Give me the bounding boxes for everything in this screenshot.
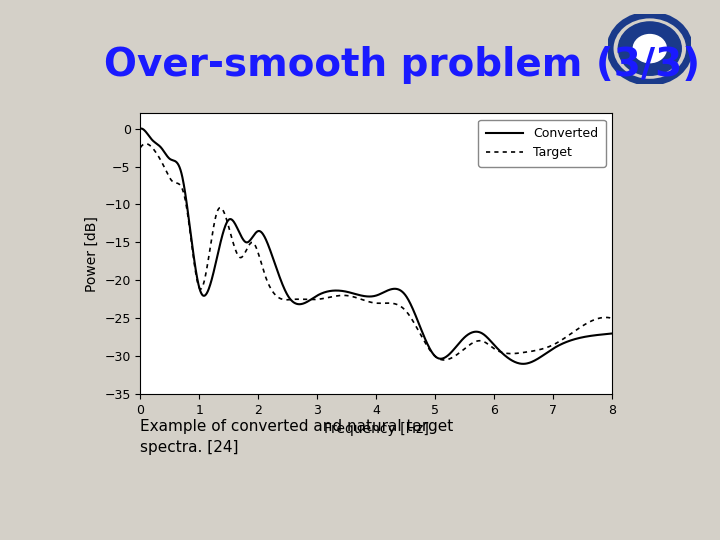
Target: [461, 345, 469, 352]
Converted: [513, 360, 521, 366]
Converted: [504, 355, 513, 362]
Text: spectra. [24]: spectra. [24]: [140, 440, 239, 455]
Converted: [328, 288, 336, 294]
Text: Example of converted and natural target: Example of converted and natural target: [140, 418, 454, 434]
Text: Over-smooth problem (3/3): Over-smooth problem (3/3): [104, 46, 701, 84]
Circle shape: [634, 35, 666, 63]
Converted: [136, 125, 145, 132]
Target: [142, 140, 150, 147]
Converted: [519, 361, 528, 367]
Target: [136, 144, 145, 151]
Target: [505, 350, 513, 357]
Target: [185, 221, 194, 227]
Converted: [137, 125, 145, 132]
Line: Target: Target: [140, 144, 612, 360]
Converted: [185, 218, 194, 224]
Converted: [460, 334, 469, 340]
Line: Converted: Converted: [140, 129, 612, 364]
Converted: [344, 289, 353, 295]
Target: [440, 357, 449, 363]
Target: [513, 350, 522, 356]
X-axis label: Frequency [Hz]: Frequency [Hz]: [324, 422, 428, 436]
Circle shape: [618, 22, 681, 75]
Y-axis label: Power [dB]: Power [dB]: [85, 216, 99, 292]
Target: [344, 293, 353, 299]
Target: [608, 315, 616, 321]
Legend: Converted, Target: Converted, Target: [478, 120, 606, 167]
Converted: [608, 330, 616, 337]
Target: [328, 294, 336, 300]
